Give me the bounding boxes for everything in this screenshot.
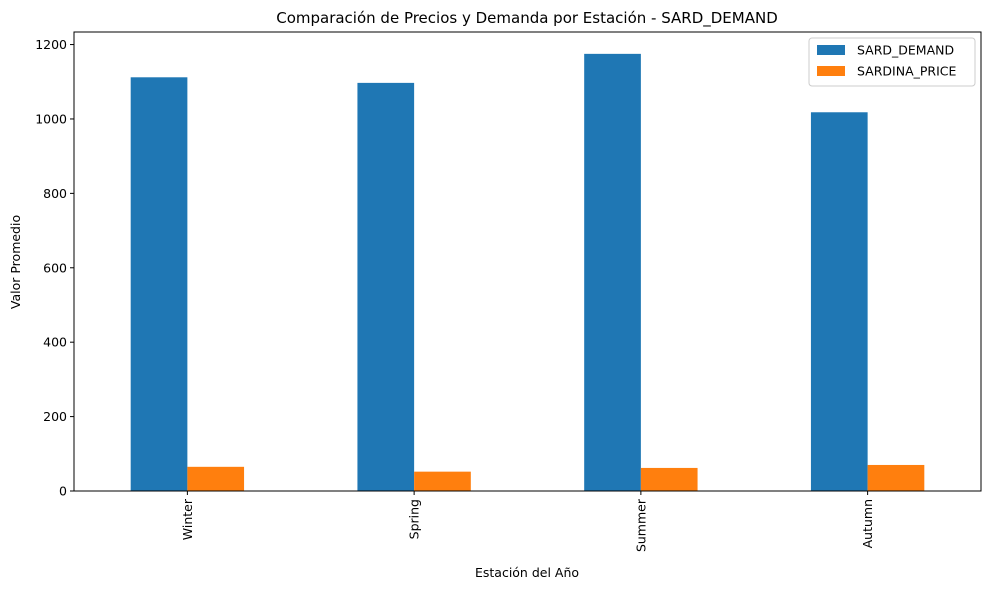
bar-sardina-price-autumn <box>867 464 925 491</box>
x-tick-label-winter: Winter <box>180 498 195 540</box>
x-axis: Winter Spring Summer Autumn <box>180 491 875 552</box>
chart-title: Comparación de Precios y Demanda por Est… <box>276 9 778 28</box>
y-tick-label: 0 <box>59 484 67 499</box>
bar-sard-demand-winter <box>130 77 188 491</box>
legend-label-sardina-price: SARDINA_PRICE <box>857 64 957 79</box>
legend-label-sard-demand: SARD_DEMAND <box>857 43 954 58</box>
bar-sard-demand-summer <box>584 53 641 491</box>
y-tick-label: 1000 <box>35 111 67 126</box>
legend: SARD_DEMAND SARDINA_PRICE <box>808 37 976 87</box>
legend-swatch-sard-demand <box>817 45 845 55</box>
bar-sard-demand-spring <box>357 82 415 492</box>
y-tick-label: 800 <box>43 186 67 201</box>
x-tick-label-spring: Spring <box>407 499 422 539</box>
y-axis: 0 200 400 600 800 1000 1200 <box>35 37 74 499</box>
x-axis-label: Estación del Año <box>475 565 579 580</box>
x-tick-label-autumn: Autumn <box>860 499 875 548</box>
bar-sardina-price-winter <box>187 466 245 491</box>
x-tick-label-summer: Summer <box>633 498 648 552</box>
bar-sardina-price-summer <box>640 467 698 491</box>
legend-swatch-sardina-price <box>817 66 845 76</box>
y-tick-label: 1200 <box>35 37 67 52</box>
plot-frame <box>73 31 982 492</box>
bar-sardina-price-spring <box>414 471 471 491</box>
bar-sard-demand-autumn <box>810 112 868 491</box>
y-tick-label: 200 <box>43 409 67 424</box>
legend-box <box>808 37 976 87</box>
y-tick-label: 400 <box>43 335 67 350</box>
y-axis-label: Valor Promedio <box>8 215 23 309</box>
bars-group <box>130 53 925 492</box>
y-tick-label: 600 <box>43 260 67 275</box>
